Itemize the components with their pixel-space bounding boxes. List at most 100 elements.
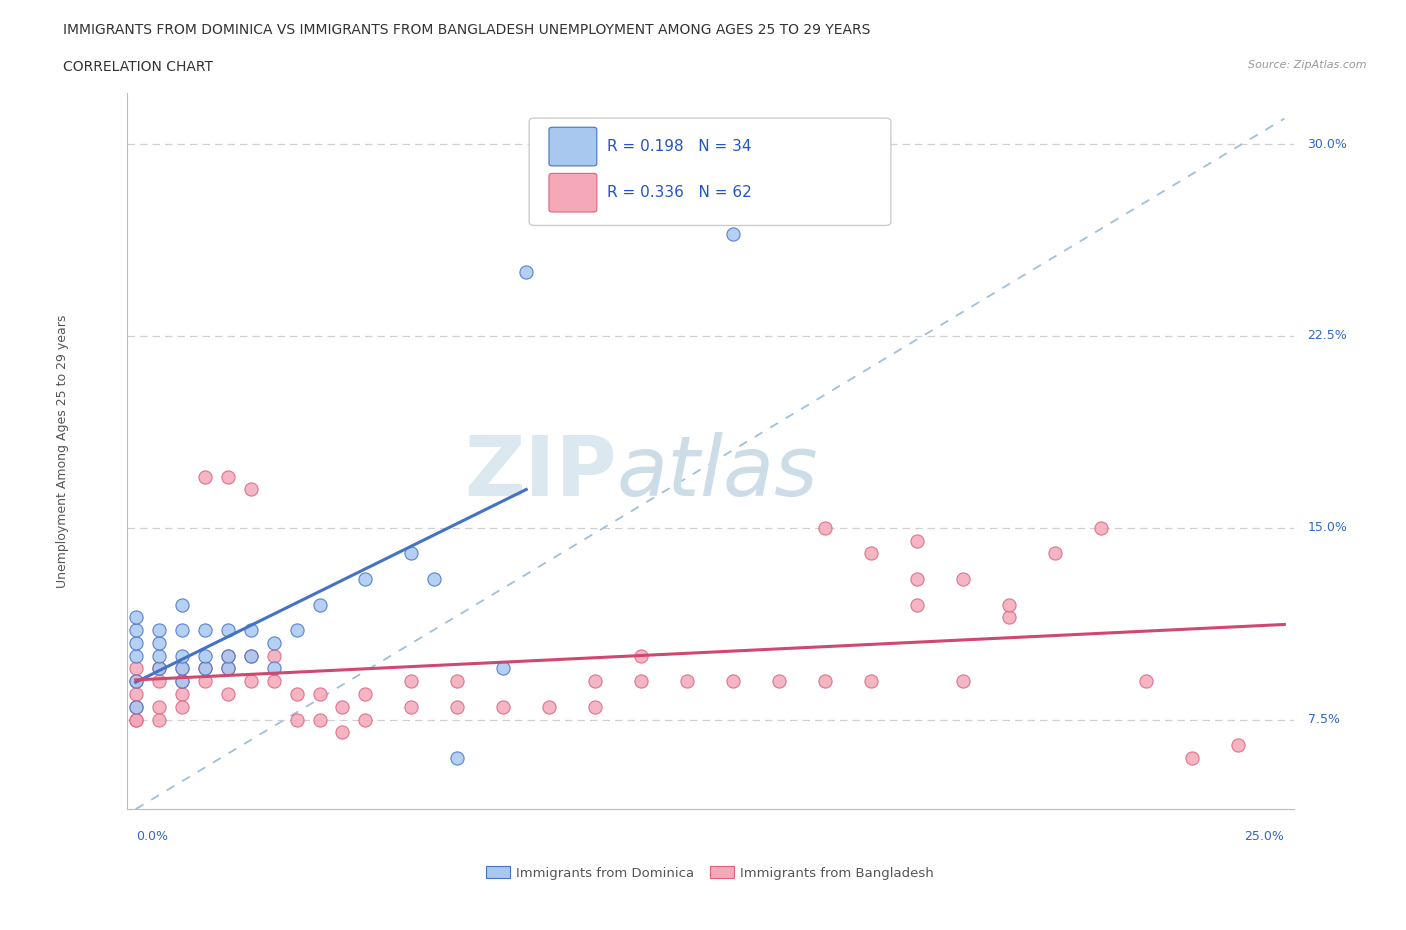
Point xyxy=(125,623,148,638)
Point xyxy=(814,673,837,688)
Point xyxy=(170,661,193,676)
Point xyxy=(859,673,882,688)
Text: CORRELATION CHART: CORRELATION CHART xyxy=(63,60,214,74)
Point xyxy=(125,712,148,727)
Point xyxy=(239,673,262,688)
FancyBboxPatch shape xyxy=(529,118,891,225)
Point xyxy=(217,661,239,676)
Point xyxy=(217,648,239,663)
Point xyxy=(263,673,285,688)
Point xyxy=(125,673,148,688)
Point xyxy=(170,673,193,688)
Point xyxy=(308,686,330,701)
Point xyxy=(148,648,170,663)
Text: 30.0%: 30.0% xyxy=(1308,138,1347,151)
Text: 22.5%: 22.5% xyxy=(1308,329,1347,342)
Point xyxy=(125,610,148,625)
Point xyxy=(332,699,354,714)
Point xyxy=(194,661,217,676)
Text: 25.0%: 25.0% xyxy=(1244,830,1284,843)
Point xyxy=(768,673,790,688)
Point xyxy=(194,469,217,484)
FancyBboxPatch shape xyxy=(548,173,596,212)
Point xyxy=(285,623,308,638)
Text: 15.0%: 15.0% xyxy=(1308,522,1347,534)
Text: atlas: atlas xyxy=(617,432,818,513)
Point xyxy=(263,635,285,650)
Point xyxy=(354,571,377,586)
Point xyxy=(263,661,285,676)
Point xyxy=(125,686,148,701)
Point xyxy=(515,264,537,279)
Point xyxy=(905,597,928,612)
Point xyxy=(148,661,170,676)
Point xyxy=(1181,751,1204,765)
Point xyxy=(332,725,354,740)
Text: ZIP: ZIP xyxy=(464,432,617,513)
Point xyxy=(952,571,974,586)
Point xyxy=(217,661,239,676)
Point xyxy=(446,751,468,765)
Point xyxy=(1090,521,1112,536)
Point xyxy=(814,521,837,536)
Point xyxy=(859,546,882,561)
Point xyxy=(263,648,285,663)
Point xyxy=(538,699,561,714)
Point xyxy=(194,673,217,688)
Point xyxy=(492,661,515,676)
Point xyxy=(492,699,515,714)
Point xyxy=(1043,546,1066,561)
Point xyxy=(997,610,1019,625)
Point xyxy=(401,673,423,688)
Point xyxy=(194,661,217,676)
Point xyxy=(125,699,148,714)
Point xyxy=(401,699,423,714)
Point xyxy=(125,648,148,663)
Text: IMMIGRANTS FROM DOMINICA VS IMMIGRANTS FROM BANGLADESH UNEMPLOYMENT AMONG AGES 2: IMMIGRANTS FROM DOMINICA VS IMMIGRANTS F… xyxy=(63,23,870,37)
Text: 7.5%: 7.5% xyxy=(1308,713,1340,726)
Point xyxy=(148,699,170,714)
Point xyxy=(170,648,193,663)
Point xyxy=(354,712,377,727)
Text: Source: ZipAtlas.com: Source: ZipAtlas.com xyxy=(1249,60,1367,71)
Point xyxy=(125,673,148,688)
Point xyxy=(239,648,262,663)
Point xyxy=(170,597,193,612)
Point xyxy=(952,673,974,688)
Point xyxy=(217,469,239,484)
Point xyxy=(170,661,193,676)
Point xyxy=(125,712,148,727)
Point xyxy=(170,686,193,701)
Text: 0.0%: 0.0% xyxy=(136,830,167,843)
Point xyxy=(125,635,148,650)
Point xyxy=(170,623,193,638)
Point xyxy=(285,686,308,701)
Point xyxy=(1135,673,1157,688)
Point xyxy=(125,661,148,676)
Point xyxy=(630,673,652,688)
Point xyxy=(217,686,239,701)
Point xyxy=(148,661,170,676)
Point xyxy=(905,571,928,586)
Point xyxy=(148,623,170,638)
Point xyxy=(446,699,468,714)
Point xyxy=(721,226,744,241)
Point xyxy=(239,623,262,638)
Point xyxy=(170,699,193,714)
Point xyxy=(125,699,148,714)
Point xyxy=(148,673,170,688)
Text: R = 0.198   N = 34: R = 0.198 N = 34 xyxy=(607,140,752,154)
Point xyxy=(446,673,468,688)
Point xyxy=(676,673,699,688)
Point xyxy=(308,597,330,612)
Point xyxy=(285,712,308,727)
Point xyxy=(354,686,377,701)
Text: R = 0.336   N = 62: R = 0.336 N = 62 xyxy=(607,185,752,200)
Point xyxy=(721,673,744,688)
Point xyxy=(239,482,262,497)
Point xyxy=(217,648,239,663)
Point xyxy=(583,673,606,688)
Text: Unemployment Among Ages 25 to 29 years: Unemployment Among Ages 25 to 29 years xyxy=(56,314,69,588)
Point xyxy=(170,673,193,688)
Point xyxy=(423,571,446,586)
